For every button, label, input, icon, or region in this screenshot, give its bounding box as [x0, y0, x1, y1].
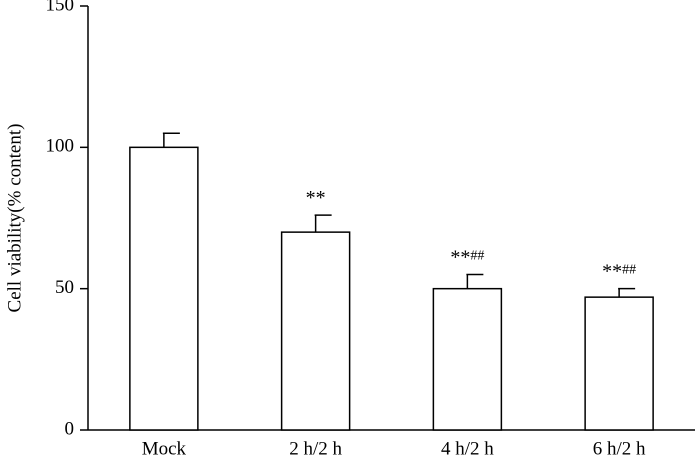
y-tick-label: 100: [46, 136, 75, 157]
significance: **: [450, 246, 470, 268]
y-tick-label: 150: [46, 0, 75, 15]
y-tick-label: 0: [65, 418, 75, 439]
significance2: ##: [470, 249, 484, 264]
significance2: ##: [622, 263, 636, 278]
y-axis-label: Cell viability(% content): [4, 124, 25, 313]
significance-label: **##: [602, 260, 636, 282]
significance: **: [602, 260, 622, 282]
significance: **: [306, 187, 326, 209]
bar: [280, 231, 351, 431]
bar: [129, 146, 199, 431]
bar: [584, 296, 654, 431]
x-tick-label: 2 h/2 h: [289, 438, 342, 459]
significance-label: **: [306, 187, 326, 209]
significance-label: **##: [450, 246, 484, 268]
x-tick-label: 4 h/2 h: [441, 438, 494, 459]
y-tick-label: 50: [55, 277, 74, 298]
bar: [432, 287, 503, 431]
x-tick-label: Mock: [142, 438, 187, 459]
x-tick-label: 6 h/2 h: [593, 438, 646, 459]
